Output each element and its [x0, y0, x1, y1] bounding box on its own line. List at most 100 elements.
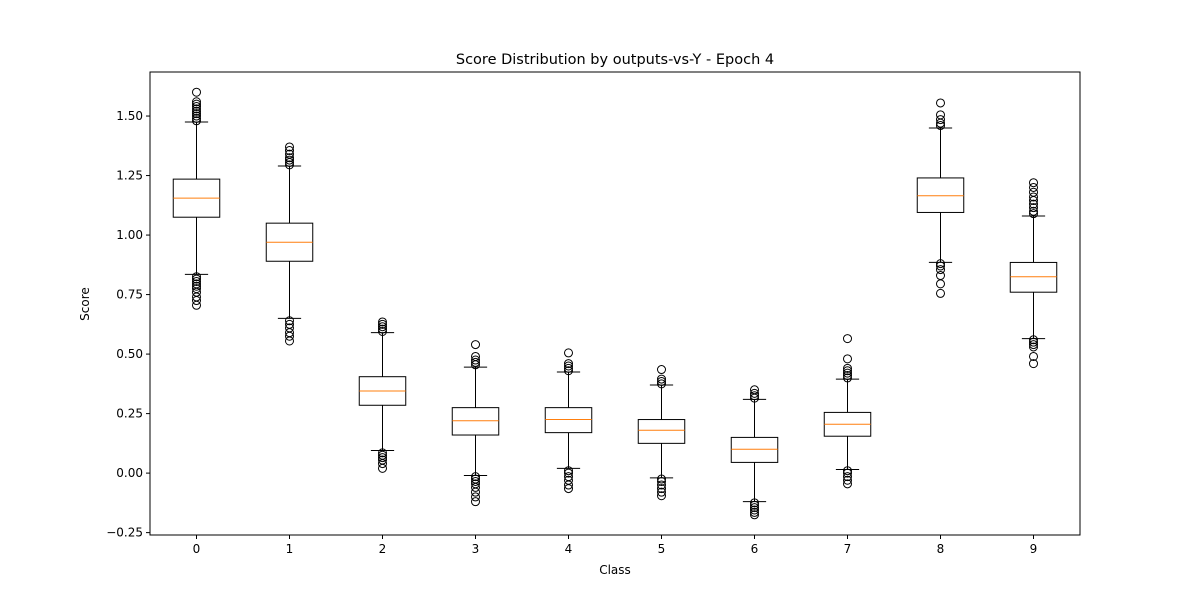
box-class-2 — [358, 317, 407, 473]
outlier-point — [750, 391, 759, 401]
y-tick-label: 1.25 — [116, 169, 143, 183]
outlier-point — [564, 472, 573, 482]
outlier-point — [843, 368, 852, 378]
box-class-4 — [544, 348, 593, 494]
outlier-point — [750, 385, 759, 395]
outlier-point — [378, 317, 387, 327]
outlier-point — [936, 265, 945, 275]
outlier-point — [843, 373, 852, 383]
outlier-point — [471, 492, 480, 502]
outlier-point — [192, 113, 201, 123]
x-tick-label: 0 — [193, 542, 201, 556]
outlier-point — [285, 316, 294, 326]
outlier-point — [285, 153, 294, 163]
outlier-point — [936, 98, 945, 108]
box-class-7 — [823, 334, 872, 489]
iqr-box — [544, 407, 593, 434]
outlier-point — [843, 366, 852, 376]
outlier-point — [843, 334, 852, 344]
outlier-point — [285, 155, 294, 165]
x-tick-label: 7 — [844, 542, 852, 556]
x-axis-label: Class — [599, 563, 631, 577]
outlier-point — [657, 365, 666, 375]
outlier-point — [285, 146, 294, 156]
outlier-point — [750, 510, 759, 520]
outlier-point — [471, 474, 480, 484]
outlier-point — [750, 507, 759, 517]
outlier-point — [285, 323, 294, 333]
outlier-point — [936, 110, 945, 120]
outlier-point — [750, 388, 759, 398]
outlier-point — [657, 374, 666, 384]
outlier-point — [378, 450, 387, 460]
x-tick-label: 4 — [565, 542, 573, 556]
outlier-point — [192, 106, 201, 116]
outlier-point — [1029, 178, 1038, 188]
outlier-point — [378, 453, 387, 463]
outlier-point — [843, 371, 852, 381]
outlier-point — [471, 472, 480, 482]
outlier-point — [1029, 192, 1038, 202]
outlier-point — [564, 359, 573, 369]
iqr-box — [637, 419, 686, 444]
outlier-point — [192, 99, 201, 109]
outlier-point — [564, 361, 573, 371]
outlier-point — [1029, 187, 1038, 197]
outlier-point — [192, 274, 201, 284]
outlier-point — [936, 115, 945, 125]
y-tick-label: 1.00 — [116, 228, 143, 242]
outlier-point — [192, 284, 201, 294]
box-class-3 — [451, 340, 500, 507]
outlier-point — [657, 484, 666, 494]
outlier-point — [936, 288, 945, 298]
outlier-point — [750, 498, 759, 508]
outlier-point — [378, 463, 387, 473]
outlier-point — [192, 276, 201, 286]
outlier-point — [936, 259, 945, 269]
y-tick-label: −0.25 — [106, 526, 143, 540]
outlier-point — [192, 116, 201, 126]
outlier-point — [936, 261, 945, 271]
y-tick-label: 0.75 — [116, 288, 143, 302]
x-tick-label: 3 — [472, 542, 480, 556]
outlier-point — [1029, 337, 1038, 347]
outlier-point — [1029, 203, 1038, 213]
box-class-1 — [265, 142, 314, 346]
outlier-point — [843, 475, 852, 485]
outlier-point — [378, 448, 387, 458]
outlier-point — [285, 149, 294, 159]
outlier-point — [657, 480, 666, 490]
outlier-point — [471, 479, 480, 489]
outlier-point — [192, 272, 201, 282]
iqr-box — [1009, 261, 1058, 293]
outlier-point — [657, 376, 666, 386]
outlier-point — [936, 121, 945, 131]
outlier-point — [1029, 209, 1038, 219]
outlier-point — [285, 160, 294, 170]
outlier-point — [1029, 351, 1038, 361]
outlier-point — [843, 472, 852, 482]
outlier-point — [750, 500, 759, 510]
outlier-point — [657, 474, 666, 484]
outlier-point — [192, 111, 201, 121]
outlier-point — [378, 324, 387, 334]
iqr-box — [916, 177, 965, 213]
iqr-box — [451, 407, 500, 436]
x-tick-label: 6 — [751, 542, 759, 556]
outlier-point — [657, 379, 666, 389]
x-tick-label: 8 — [937, 542, 945, 556]
x-tick-label: 5 — [658, 542, 666, 556]
outlier-point — [192, 281, 201, 291]
outlier-point — [1029, 182, 1038, 192]
outlier-point — [192, 97, 201, 107]
outlier-point — [471, 340, 480, 350]
box-class-6 — [730, 385, 779, 520]
y-tick-label: 0.25 — [116, 407, 143, 421]
outlier-point — [285, 142, 294, 152]
y-axis-label: Score — [78, 287, 92, 321]
outlier-point — [192, 104, 201, 114]
outlier-point — [936, 271, 945, 281]
outlier-point — [471, 351, 480, 361]
outlier-point — [936, 279, 945, 289]
box-class-0 — [172, 87, 221, 310]
